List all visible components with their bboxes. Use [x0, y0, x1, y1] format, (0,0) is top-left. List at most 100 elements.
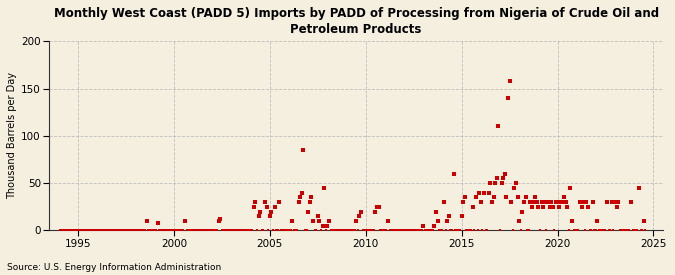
Point	[277, 228, 288, 233]
Point	[298, 148, 308, 152]
Point	[336, 228, 347, 233]
Point	[605, 228, 616, 233]
Point	[253, 214, 264, 218]
Point	[244, 228, 254, 233]
Point	[258, 228, 269, 233]
Point	[71, 228, 82, 233]
Point	[541, 228, 551, 233]
Point	[614, 228, 625, 233]
Point	[397, 228, 408, 233]
Point	[344, 228, 355, 233]
Point	[260, 200, 271, 204]
Point	[138, 228, 149, 233]
Point	[626, 200, 637, 204]
Point	[338, 228, 349, 233]
Point	[321, 228, 331, 233]
Point	[479, 190, 489, 195]
Point	[432, 219, 443, 223]
Point	[594, 228, 605, 233]
Point	[280, 228, 291, 233]
Point	[437, 228, 448, 233]
Point	[331, 228, 342, 233]
Point	[485, 181, 496, 185]
Point	[248, 205, 259, 209]
Point	[74, 228, 85, 233]
Point	[394, 228, 405, 233]
Point	[597, 228, 608, 233]
Point	[474, 190, 485, 195]
Point	[63, 228, 74, 233]
Title: Monthly West Coast (PADD 5) Imports by PADD of Processing from Nigeria of Crude : Monthly West Coast (PADD 5) Imports by P…	[53, 7, 659, 36]
Point	[79, 228, 90, 233]
Point	[265, 214, 275, 218]
Point	[477, 228, 488, 233]
Point	[205, 228, 216, 233]
Point	[370, 209, 381, 214]
Point	[460, 195, 470, 200]
Point	[227, 228, 238, 233]
Point	[629, 228, 640, 233]
Point	[466, 228, 477, 233]
Point	[70, 228, 80, 233]
Point	[58, 228, 69, 233]
Point	[346, 228, 356, 233]
Point	[275, 228, 286, 233]
Point	[171, 228, 182, 233]
Point	[126, 228, 136, 233]
Point	[423, 228, 433, 233]
Point	[308, 219, 319, 223]
Point	[215, 217, 225, 221]
Point	[108, 228, 119, 233]
Point	[520, 195, 531, 200]
Point	[528, 200, 539, 204]
Point	[367, 228, 377, 233]
Point	[213, 219, 224, 223]
Point	[135, 228, 146, 233]
Point	[637, 228, 648, 233]
Point	[522, 228, 533, 233]
Point	[533, 205, 544, 209]
Point	[236, 228, 246, 233]
Point	[379, 228, 390, 233]
Point	[447, 228, 458, 233]
Point	[66, 228, 77, 233]
Point	[315, 228, 326, 233]
Point	[184, 228, 195, 233]
Point	[530, 195, 541, 200]
Point	[365, 228, 376, 233]
Point	[348, 228, 358, 233]
Point	[618, 228, 628, 233]
Point	[325, 228, 336, 233]
Point	[232, 228, 243, 233]
Point	[547, 205, 558, 209]
Point	[462, 228, 473, 233]
Point	[140, 228, 151, 233]
Point	[156, 228, 167, 233]
Point	[202, 228, 213, 233]
Point	[557, 200, 568, 204]
Point	[469, 228, 480, 233]
Point	[630, 228, 641, 233]
Point	[539, 200, 550, 204]
Point	[261, 205, 272, 209]
Point	[410, 228, 421, 233]
Point	[149, 228, 160, 233]
Point	[162, 228, 173, 233]
Point	[170, 228, 181, 233]
Point	[254, 209, 265, 214]
Point	[546, 200, 557, 204]
Point	[491, 176, 502, 181]
Point	[619, 228, 630, 233]
Point	[587, 200, 598, 204]
Point	[525, 200, 536, 204]
Point	[448, 172, 459, 176]
Point	[425, 228, 435, 233]
Point	[231, 228, 242, 233]
Point	[76, 228, 86, 233]
Point	[564, 228, 574, 233]
Point	[221, 228, 232, 233]
Point	[419, 228, 430, 233]
Point	[242, 228, 253, 233]
Point	[247, 228, 258, 233]
Point	[458, 200, 468, 204]
